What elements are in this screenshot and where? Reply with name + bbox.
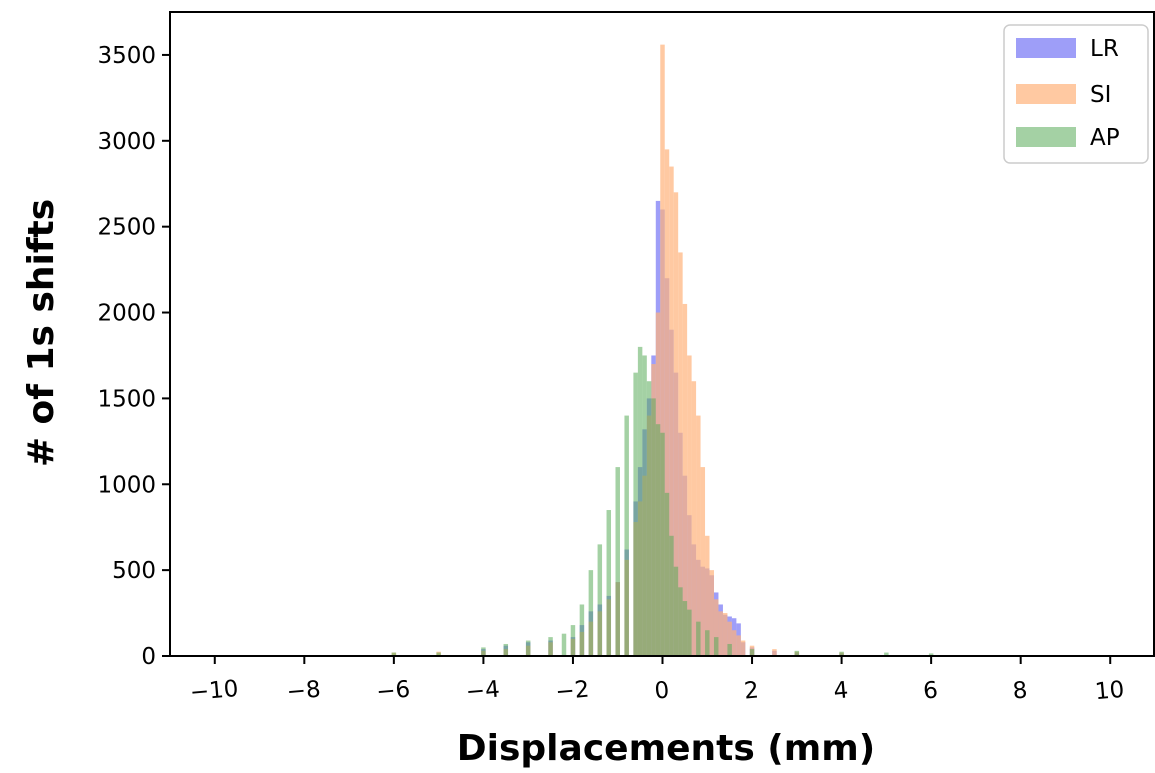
- histogram-bar-ap: [525, 640, 531, 656]
- histogram-bar-ap: [615, 467, 620, 656]
- x-tick-label: −6: [375, 677, 411, 706]
- legend-label-lr: LR: [1090, 36, 1119, 62]
- histogram-bar-si: [682, 303, 688, 656]
- histogram-bar-si: [713, 599, 719, 656]
- histogram-bar-ap: [696, 621, 701, 656]
- histogram-bar-si: [687, 355, 692, 656]
- x-tick-label: −4: [465, 677, 501, 706]
- histogram-bar-si: [660, 44, 665, 656]
- histogram-bar-ap: [727, 643, 732, 656]
- histogram-bar-si: [700, 467, 706, 656]
- x-tick-label: 6: [922, 677, 939, 704]
- histogram-bar-ap: [749, 649, 755, 656]
- histogram-bar-ap: [884, 652, 889, 656]
- histogram-bar-ap: [561, 633, 567, 656]
- histogram-bar-ap: [637, 346, 643, 656]
- y-tick-label: 500: [112, 558, 156, 584]
- histogram-bar-ap: [481, 647, 486, 656]
- histogram-bar-ap: [794, 650, 800, 656]
- histogram-bar-ap: [570, 625, 576, 656]
- x-tick-label: 10: [1094, 677, 1125, 705]
- histogram-bar-ap: [655, 424, 661, 656]
- histogram-bar-ap: [664, 492, 670, 656]
- histogram-bar-si: [736, 635, 741, 656]
- histogram-bar-ap: [436, 652, 441, 656]
- x-tick-label: −10: [189, 676, 240, 706]
- x-tick-label: −2: [554, 677, 590, 706]
- plot-frame: [169, 11, 1155, 657]
- histogram-bar-ap: [597, 544, 603, 656]
- x-axis-title: Displacements (mm): [457, 728, 875, 769]
- histogram-bar-si: [709, 570, 714, 656]
- histogram-bar-si: [691, 381, 697, 656]
- histogram-bar-ap: [633, 372, 638, 656]
- histogram-bar-ap: [391, 652, 397, 656]
- legend-swatch-si: [1016, 84, 1076, 104]
- y-tick-label: 0: [141, 644, 156, 670]
- histogram-bar-ap: [713, 637, 719, 656]
- histogram-bar-ap: [651, 398, 656, 656]
- histogram-bar-ap: [579, 604, 585, 656]
- histogram-bar-si: [772, 649, 777, 656]
- x-tick-label: 2: [743, 677, 760, 704]
- histogram-bar-ap: [682, 601, 688, 656]
- histogram-bar-si: [731, 630, 737, 656]
- histogram-bar-ap: [646, 381, 652, 656]
- histogram-bar-ap: [928, 653, 934, 656]
- histogram-bar-si: [673, 192, 679, 656]
- legend-swatch-ap: [1016, 127, 1076, 147]
- histogram-bar-ap: [642, 355, 647, 656]
- legend-swatch-lr: [1016, 38, 1076, 58]
- y-tick-label: 2000: [97, 301, 156, 327]
- y-tick-label: 3500: [97, 43, 156, 69]
- x-tick-label: −8: [286, 677, 322, 706]
- histogram-bar-ap: [669, 535, 674, 656]
- histogram-bar-ap: [660, 432, 665, 656]
- histogram-bar-ap: [839, 651, 844, 656]
- y-tick-label: 1000: [97, 472, 156, 498]
- legend-label-si: SI: [1090, 82, 1111, 108]
- series-ap-bars: [391, 346, 934, 656]
- x-tick-label: 4: [833, 677, 850, 704]
- histogram-bar-ap: [673, 566, 679, 656]
- legend: LR SI AP: [1003, 24, 1149, 164]
- y-axis-title: # of 1s shifts: [21, 199, 62, 467]
- histogram-bar-si: [718, 611, 723, 656]
- histogram-bar-si: [678, 252, 683, 656]
- histogram-bar-si: [705, 535, 710, 656]
- histogram-bar-si: [696, 415, 701, 656]
- x-tick-label: 8: [1012, 677, 1029, 704]
- histogram-bar-si: [727, 621, 732, 656]
- y-tick-label: 1500: [97, 386, 156, 412]
- histogram-bar-si: [664, 149, 670, 657]
- x-tick-label: 0: [653, 677, 670, 704]
- y-tick-label: 2500: [97, 215, 156, 241]
- histogram-bar-ap: [548, 637, 553, 656]
- histogram-bar-ap: [588, 570, 594, 656]
- histogram-bar-si: [722, 613, 728, 656]
- histogram-bar-ap: [624, 415, 629, 656]
- histogram-bar-ap: [606, 510, 612, 656]
- y-tick-label: 3000: [97, 129, 156, 155]
- x-axis-ticks: −10 −8 −6 −4 −2 0 2 4 6 8 10: [189, 656, 1125, 706]
- histogram-bar-ap: [678, 587, 683, 656]
- histogram-bar-ap: [705, 630, 710, 656]
- histogram-bar-si: [669, 166, 674, 656]
- histogram-bar-ap: [687, 609, 692, 656]
- histogram-bar-si: [740, 640, 746, 656]
- legend-label-ap: AP: [1090, 125, 1120, 151]
- histogram-bar-ap: [503, 643, 509, 656]
- y-axis-ticks: 0 500 1000 1500 2000 2500 3000 3500: [97, 43, 170, 670]
